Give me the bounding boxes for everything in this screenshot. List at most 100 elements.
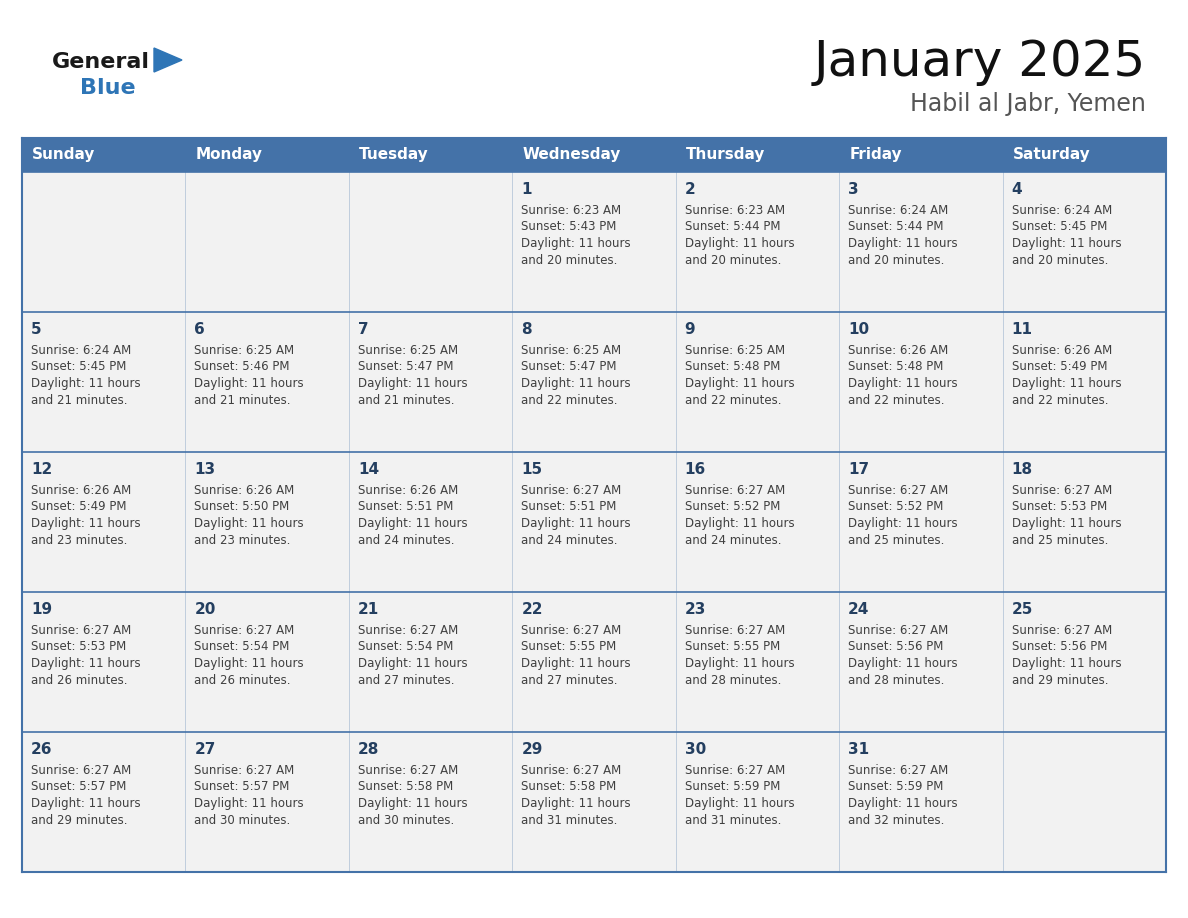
Text: Monday: Monday — [196, 148, 263, 162]
Bar — [349, 312, 512, 452]
Text: Wednesday: Wednesday — [523, 148, 620, 162]
Text: Daylight: 11 hours: Daylight: 11 hours — [31, 518, 140, 531]
Text: Daylight: 11 hours: Daylight: 11 hours — [684, 238, 795, 251]
Text: Thursday: Thursday — [685, 148, 765, 162]
Text: 1: 1 — [522, 183, 532, 197]
Bar — [349, 138, 512, 172]
Text: Sunrise: 6:25 AM: Sunrise: 6:25 AM — [684, 343, 785, 356]
Text: Sunset: 5:58 PM: Sunset: 5:58 PM — [522, 780, 617, 793]
Text: 26: 26 — [31, 743, 52, 757]
Text: and 27 minutes.: and 27 minutes. — [358, 675, 454, 688]
Text: 16: 16 — [684, 463, 706, 477]
Bar — [23, 312, 185, 452]
Text: and 22 minutes.: and 22 minutes. — [848, 395, 944, 408]
Text: and 24 minutes.: and 24 minutes. — [522, 534, 618, 547]
Text: and 31 minutes.: and 31 minutes. — [684, 814, 781, 827]
Text: 15: 15 — [522, 463, 543, 477]
Text: Habil al Jabr, Yemen: Habil al Jabr, Yemen — [910, 92, 1146, 116]
Bar — [512, 312, 676, 452]
Text: Sunset: 5:51 PM: Sunset: 5:51 PM — [522, 500, 617, 513]
Text: Sunrise: 6:26 AM: Sunrise: 6:26 AM — [195, 484, 295, 497]
Bar — [23, 732, 185, 872]
Text: Sunset: 5:56 PM: Sunset: 5:56 PM — [1011, 641, 1107, 654]
Text: Sunrise: 6:24 AM: Sunrise: 6:24 AM — [31, 343, 131, 356]
Text: Daylight: 11 hours: Daylight: 11 hours — [195, 518, 304, 531]
Text: and 25 minutes.: and 25 minutes. — [848, 534, 944, 547]
Bar — [839, 172, 1003, 312]
Text: Daylight: 11 hours: Daylight: 11 hours — [195, 657, 304, 670]
Bar — [512, 138, 676, 172]
Text: 30: 30 — [684, 743, 706, 757]
Text: and 22 minutes.: and 22 minutes. — [684, 395, 782, 408]
Text: Sunday: Sunday — [32, 148, 95, 162]
Text: January 2025: January 2025 — [814, 38, 1146, 86]
Text: Sunset: 5:52 PM: Sunset: 5:52 PM — [684, 500, 781, 513]
Text: 23: 23 — [684, 602, 706, 618]
Bar — [349, 592, 512, 732]
Text: Sunset: 5:50 PM: Sunset: 5:50 PM — [195, 500, 290, 513]
Text: Daylight: 11 hours: Daylight: 11 hours — [358, 377, 468, 390]
Text: Sunset: 5:55 PM: Sunset: 5:55 PM — [684, 641, 781, 654]
Text: Sunrise: 6:27 AM: Sunrise: 6:27 AM — [358, 764, 459, 777]
Text: and 30 minutes.: and 30 minutes. — [358, 814, 454, 827]
Text: Sunrise: 6:27 AM: Sunrise: 6:27 AM — [1011, 484, 1112, 497]
Text: Daylight: 11 hours: Daylight: 11 hours — [1011, 518, 1121, 531]
Text: and 20 minutes.: and 20 minutes. — [1011, 254, 1108, 267]
Bar — [23, 138, 185, 172]
Text: 17: 17 — [848, 463, 870, 477]
Text: 19: 19 — [31, 602, 52, 618]
Text: Sunrise: 6:27 AM: Sunrise: 6:27 AM — [31, 764, 131, 777]
Bar — [185, 452, 349, 592]
Text: Sunset: 5:47 PM: Sunset: 5:47 PM — [522, 361, 617, 374]
Text: Sunset: 5:49 PM: Sunset: 5:49 PM — [31, 500, 126, 513]
Text: Sunset: 5:54 PM: Sunset: 5:54 PM — [195, 641, 290, 654]
Text: Sunrise: 6:24 AM: Sunrise: 6:24 AM — [1011, 204, 1112, 217]
Text: Daylight: 11 hours: Daylight: 11 hours — [848, 657, 958, 670]
Text: Daylight: 11 hours: Daylight: 11 hours — [358, 657, 468, 670]
Bar — [23, 452, 185, 592]
Text: 12: 12 — [31, 463, 52, 477]
Bar — [676, 312, 839, 452]
Text: Sunset: 5:57 PM: Sunset: 5:57 PM — [31, 780, 126, 793]
Text: and 31 minutes.: and 31 minutes. — [522, 814, 618, 827]
Text: and 29 minutes.: and 29 minutes. — [1011, 675, 1108, 688]
Text: Sunrise: 6:27 AM: Sunrise: 6:27 AM — [848, 623, 948, 636]
Text: Sunset: 5:45 PM: Sunset: 5:45 PM — [31, 361, 126, 374]
Text: Daylight: 11 hours: Daylight: 11 hours — [684, 657, 795, 670]
Text: Sunset: 5:44 PM: Sunset: 5:44 PM — [848, 220, 943, 233]
Text: Sunrise: 6:27 AM: Sunrise: 6:27 AM — [522, 484, 621, 497]
Bar — [512, 452, 676, 592]
Text: 7: 7 — [358, 322, 368, 338]
Text: Daylight: 11 hours: Daylight: 11 hours — [522, 518, 631, 531]
Bar — [839, 732, 1003, 872]
Text: Sunset: 5:59 PM: Sunset: 5:59 PM — [848, 780, 943, 793]
Text: and 23 minutes.: and 23 minutes. — [195, 534, 291, 547]
Bar — [23, 172, 185, 312]
Polygon shape — [154, 48, 182, 72]
Text: Daylight: 11 hours: Daylight: 11 hours — [684, 518, 795, 531]
Text: 22: 22 — [522, 602, 543, 618]
Text: Saturday: Saturday — [1012, 148, 1091, 162]
Bar — [185, 172, 349, 312]
Text: Daylight: 11 hours: Daylight: 11 hours — [358, 798, 468, 811]
Bar — [676, 592, 839, 732]
Text: and 20 minutes.: and 20 minutes. — [684, 254, 781, 267]
Text: Sunset: 5:56 PM: Sunset: 5:56 PM — [848, 641, 943, 654]
Text: Sunrise: 6:27 AM: Sunrise: 6:27 AM — [358, 623, 459, 636]
Bar — [349, 732, 512, 872]
Text: Sunset: 5:53 PM: Sunset: 5:53 PM — [1011, 500, 1107, 513]
Text: Sunset: 5:48 PM: Sunset: 5:48 PM — [848, 361, 943, 374]
Text: 3: 3 — [848, 183, 859, 197]
Text: Sunset: 5:54 PM: Sunset: 5:54 PM — [358, 641, 454, 654]
Text: Sunrise: 6:27 AM: Sunrise: 6:27 AM — [522, 623, 621, 636]
Text: and 28 minutes.: and 28 minutes. — [848, 675, 944, 688]
Text: Sunset: 5:53 PM: Sunset: 5:53 PM — [31, 641, 126, 654]
Text: and 20 minutes.: and 20 minutes. — [848, 254, 944, 267]
Text: Sunrise: 6:27 AM: Sunrise: 6:27 AM — [684, 484, 785, 497]
Text: Sunrise: 6:26 AM: Sunrise: 6:26 AM — [358, 484, 459, 497]
Text: Daylight: 11 hours: Daylight: 11 hours — [848, 238, 958, 251]
Text: and 22 minutes.: and 22 minutes. — [1011, 395, 1108, 408]
Text: 29: 29 — [522, 743, 543, 757]
Text: Daylight: 11 hours: Daylight: 11 hours — [195, 377, 304, 390]
Text: Daylight: 11 hours: Daylight: 11 hours — [684, 798, 795, 811]
